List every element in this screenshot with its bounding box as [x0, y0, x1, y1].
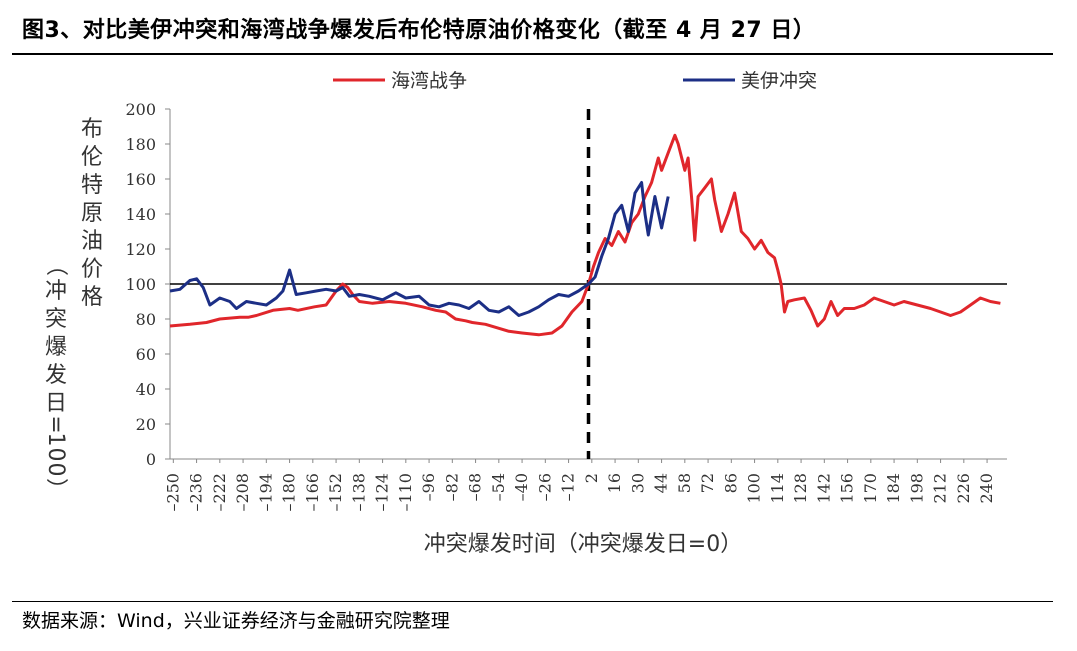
x-tick-label: –82	[442, 473, 461, 501]
x-tick-label: 226	[954, 473, 973, 504]
y-tick-label: 140	[125, 205, 156, 224]
series-line-2	[169, 181, 670, 317]
x-tick-label: 100	[745, 473, 764, 504]
x-tick-label: 142	[814, 473, 833, 504]
y-axis-label-char: （	[43, 254, 68, 276]
series-line-1	[169, 133, 1001, 337]
y-tick-label: 120	[125, 240, 156, 259]
x-tick-label: –180	[280, 473, 299, 512]
top-rule	[12, 53, 1053, 55]
y-tick-label: 100	[125, 275, 156, 294]
figure-title: 图3、对比美伊冲突和海湾战争爆发后布伦特原油价格变化（截至 4 月 27 日）	[22, 18, 816, 43]
x-tick-label: 58	[675, 473, 694, 493]
y-axis-label-char: 0	[43, 463, 68, 477]
y-axis-label-char: ）	[43, 478, 68, 500]
source-note: 数据来源：Wind，兴业证券经济与金融研究院整理	[22, 610, 450, 632]
x-tick-label: 30	[628, 473, 647, 493]
x-tick-label: –68	[466, 473, 485, 501]
x-tick-label: –250	[163, 473, 182, 512]
y-tick-label: 20	[136, 415, 156, 434]
y-axis-label-char: 特	[81, 173, 103, 198]
y-axis-label-char: 伦	[81, 145, 103, 170]
y-axis-label-char: 发	[45, 363, 67, 388]
y-axis-label-char: 布	[81, 117, 103, 142]
x-tick-label: –12	[559, 473, 578, 501]
x-tick-label: 212	[931, 473, 950, 504]
y-axis-label-char: 突	[45, 307, 67, 332]
x-tick-label: –124	[373, 473, 392, 512]
y-axis-label-char: 冲	[45, 279, 67, 304]
y-axis-label-char: 油	[81, 229, 103, 254]
x-tick-label: –194	[256, 473, 275, 512]
y-axis-label-char: 日	[45, 391, 67, 416]
y-axis-label-char: 0	[43, 448, 68, 462]
x-tick-label: –26	[535, 473, 554, 501]
x-tick-label: 170	[861, 473, 880, 504]
y-axis-label-char: 爆	[45, 335, 67, 360]
legend-label-2: 美伊冲突	[741, 70, 817, 92]
x-tick-label: 2	[582, 473, 601, 483]
y-tick-label: 0	[146, 450, 156, 469]
chart-legend: 海湾战争 美伊冲突	[333, 70, 817, 92]
y-axis-label-char: 1	[43, 433, 68, 447]
x-tick-label: 128	[791, 473, 810, 504]
x-tick-label: –54	[489, 473, 508, 501]
x-tick-label: 72	[698, 473, 717, 493]
y-tick-label: 80	[136, 310, 156, 329]
x-tick-label: –166	[303, 473, 322, 512]
x-tick-label: 44	[652, 473, 671, 493]
x-tick-label: –236	[187, 473, 206, 512]
y-axis-label-char: 原	[81, 201, 103, 226]
y-tick-label: 180	[125, 135, 156, 154]
y-axis-label-char: 价	[81, 257, 103, 282]
x-tick-label: –152	[326, 473, 345, 512]
x-tick-label: 184	[884, 473, 903, 504]
x-tick-label: 114	[768, 473, 787, 504]
y-axis-label-char: =	[43, 415, 68, 433]
bottom-rule	[12, 601, 1053, 602]
x-tick-label: 16	[605, 473, 624, 493]
y-tick-label: 60	[136, 345, 156, 364]
legend-label-1: 海湾战争	[391, 70, 467, 92]
chart-series	[169, 133, 1001, 337]
x-tick-label: –96	[419, 473, 438, 501]
y-tick-label: 160	[125, 170, 156, 189]
x-tick-label: –208	[233, 473, 252, 512]
x-tick-label: 198	[907, 473, 926, 504]
y-tick-label: 200	[125, 100, 156, 119]
y-axis-label-char: 格	[81, 285, 103, 310]
x-tick-label: –110	[396, 473, 415, 512]
y-tick-label: 40	[136, 380, 156, 399]
x-axis-label: 冲突爆发时间（冲突爆发日=0）	[424, 532, 742, 557]
x-tick-label: –40	[512, 473, 531, 501]
x-tick-label: –138	[349, 473, 368, 512]
x-tick-label: 240	[977, 473, 996, 504]
x-tick-label: 86	[721, 473, 740, 493]
x-tick-label: –222	[210, 473, 229, 512]
x-tick-label: 156	[838, 473, 857, 504]
